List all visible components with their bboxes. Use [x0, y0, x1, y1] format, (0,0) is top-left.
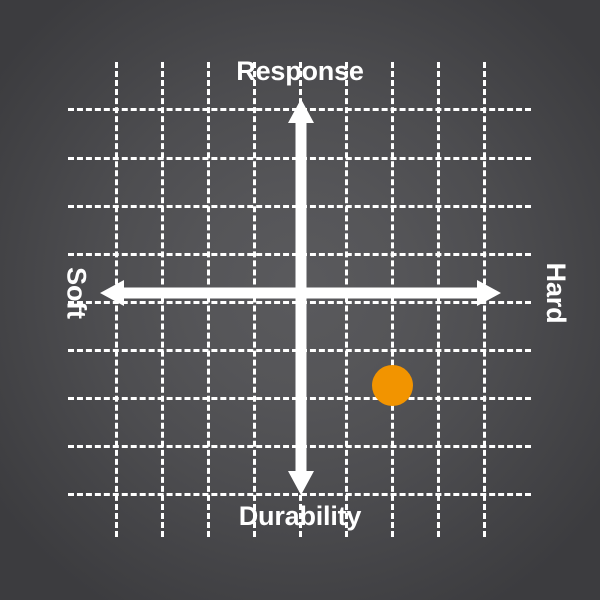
grid-line-horizontal [68, 493, 531, 496]
data-point-marker[interactable] [371, 364, 413, 406]
axis-label-response: Response [236, 56, 364, 86]
grid-line-vertical [345, 62, 348, 537]
vertical-axis-arrow [288, 99, 314, 495]
grid-line-vertical [161, 62, 164, 537]
grid-line-vertical [437, 62, 440, 537]
grid-line-vertical [207, 62, 210, 537]
axis-label-hard: Hard [540, 262, 571, 324]
grid-line-vertical [391, 62, 394, 537]
axis-label-durability: Durability [238, 501, 362, 531]
axis-label-soft: Soft [61, 267, 92, 319]
grid-line-vertical [253, 62, 256, 537]
